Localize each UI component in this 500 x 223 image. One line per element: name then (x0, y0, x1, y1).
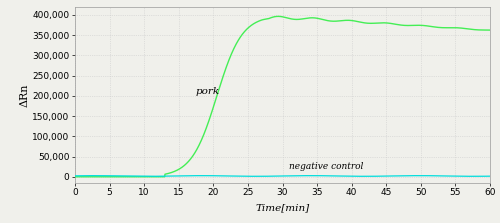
Text: pork: pork (196, 87, 220, 96)
X-axis label: Time[min]: Time[min] (256, 203, 310, 212)
Text: negative control: negative control (290, 163, 364, 171)
Y-axis label: ΔRn: ΔRn (20, 83, 30, 107)
